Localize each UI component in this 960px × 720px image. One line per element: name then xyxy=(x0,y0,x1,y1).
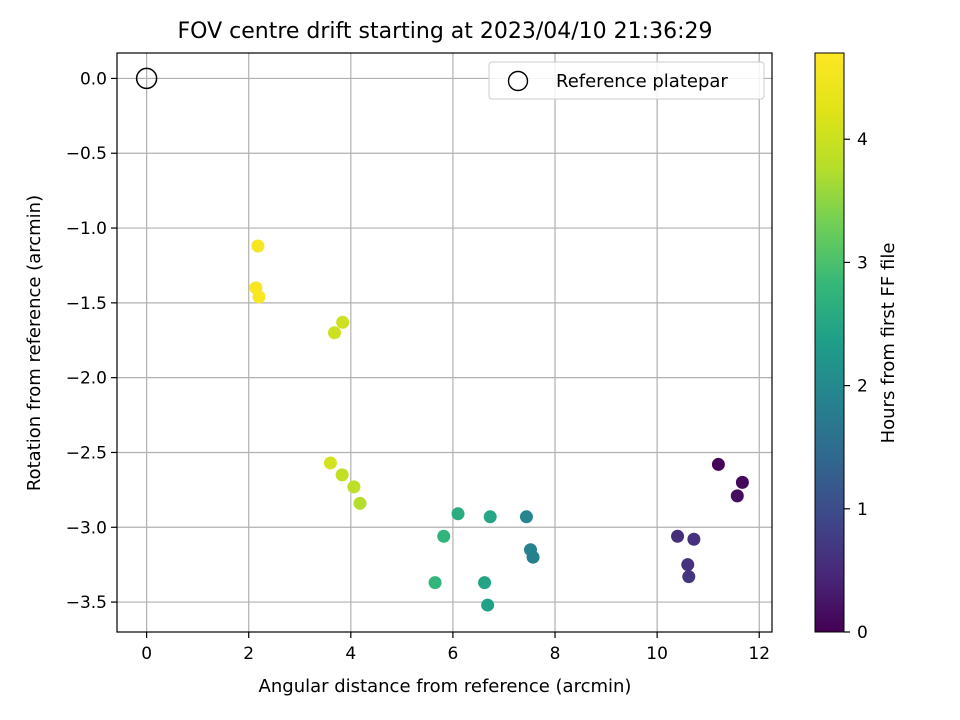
y-tick-label: 0.0 xyxy=(80,69,107,89)
colorbar xyxy=(814,52,845,633)
y-axis-ticks: 0.0 −0.5 −1.0 −1.5 −2.0 −2.5 −3.0 −3.5 xyxy=(66,69,117,613)
data-point xyxy=(483,510,497,524)
colorbar-tick-label: 0 xyxy=(857,623,868,643)
x-tick-label: 8 xyxy=(550,644,561,664)
y-tick-label: −1.5 xyxy=(66,294,107,314)
colorbar-label: Hours from first FF file xyxy=(878,243,899,444)
data-point xyxy=(478,576,492,590)
data-point xyxy=(336,315,350,329)
data-point xyxy=(323,456,337,470)
data-point xyxy=(526,550,540,564)
plot-frame xyxy=(116,52,773,633)
data-point xyxy=(519,510,533,524)
reference-marker-layer xyxy=(135,67,158,90)
x-tick-label: 2 xyxy=(243,644,254,664)
y-tick-label: −2.5 xyxy=(66,443,107,463)
y-tick-label: −3.5 xyxy=(66,593,107,613)
colorbar-ticks: 0 1 2 3 4 xyxy=(844,130,868,643)
reference-platepar-marker xyxy=(135,67,158,90)
data-point xyxy=(687,532,701,546)
colorbar-tick-label: 2 xyxy=(857,377,868,397)
y-tick-label: −1.0 xyxy=(66,219,107,239)
legend-box xyxy=(488,61,765,100)
colorbar-tick-label: 4 xyxy=(857,130,868,150)
data-point xyxy=(335,468,349,482)
legend: Reference platepar xyxy=(488,61,765,100)
y-tick-label: −3.0 xyxy=(66,518,107,538)
colorbar-tick-label: 3 xyxy=(857,253,868,273)
data-point xyxy=(451,507,465,521)
y-axis-label: Rotation from reference (arcmin) xyxy=(24,195,45,491)
data-point xyxy=(347,480,361,494)
data-point xyxy=(481,598,495,612)
data-point xyxy=(711,457,725,471)
data-point xyxy=(437,529,451,543)
data-point xyxy=(735,475,749,489)
legend-reference-marker xyxy=(507,70,529,92)
data-point xyxy=(252,290,266,304)
data-point xyxy=(428,576,442,590)
data-point xyxy=(353,496,367,510)
data-point xyxy=(730,489,744,503)
colorbar-tick-label: 1 xyxy=(857,500,868,520)
x-tick-label: 12 xyxy=(748,644,770,664)
data-point xyxy=(327,326,341,340)
data-point xyxy=(681,558,695,572)
y-tick-label: −0.5 xyxy=(66,144,107,164)
data-points xyxy=(249,239,749,612)
x-axis-ticks: 0 2 4 6 8 10 12 xyxy=(141,632,770,664)
chart-title: FOV centre drift starting at 2023/04/10 … xyxy=(178,19,713,44)
x-tick-label: 6 xyxy=(448,644,459,664)
data-point xyxy=(251,239,265,253)
data-point xyxy=(682,570,696,584)
x-tick-label: 0 xyxy=(141,644,152,664)
legend-entry-reference: Reference platepar xyxy=(556,71,728,92)
y-tick-label: −2.0 xyxy=(66,369,107,389)
x-tick-label: 4 xyxy=(345,644,356,664)
x-tick-label: 10 xyxy=(646,644,668,664)
grid-lines xyxy=(117,53,772,632)
data-point xyxy=(671,529,685,543)
x-axis-label: Angular distance from reference (arcmin) xyxy=(259,676,632,697)
